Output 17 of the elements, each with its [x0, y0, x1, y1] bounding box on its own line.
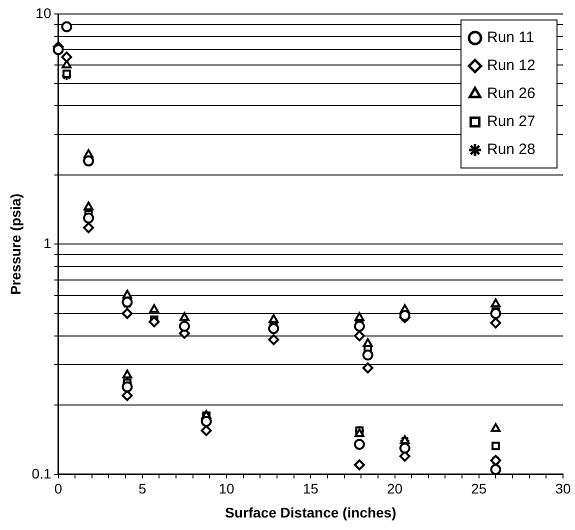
x-tick-label: 0 — [54, 480, 62, 497]
x-tick-label: 20 — [386, 480, 403, 497]
y-tick-label: 1 — [43, 235, 52, 252]
x-tick-label: 15 — [302, 480, 319, 497]
legend-label: Run 27 — [487, 113, 536, 130]
x-tick-label: 25 — [471, 480, 487, 497]
x-tick-label: 5 — [138, 480, 146, 497]
legend-label: Run 26 — [487, 85, 536, 102]
x-tick-label: 10 — [218, 480, 235, 497]
legend-label: Run 12 — [487, 57, 536, 74]
y-tick-label: 0.1 — [32, 465, 52, 482]
y-axis-title: Pressure (psia) — [7, 194, 24, 295]
x-tick-label: 30 — [555, 480, 571, 497]
y-tick-label: 10 — [36, 4, 52, 21]
legend-label: Run 28 — [487, 141, 536, 158]
legend-label: Run 11 — [487, 29, 534, 46]
x-axis-title: Surface Distance (inches) — [225, 504, 396, 520]
